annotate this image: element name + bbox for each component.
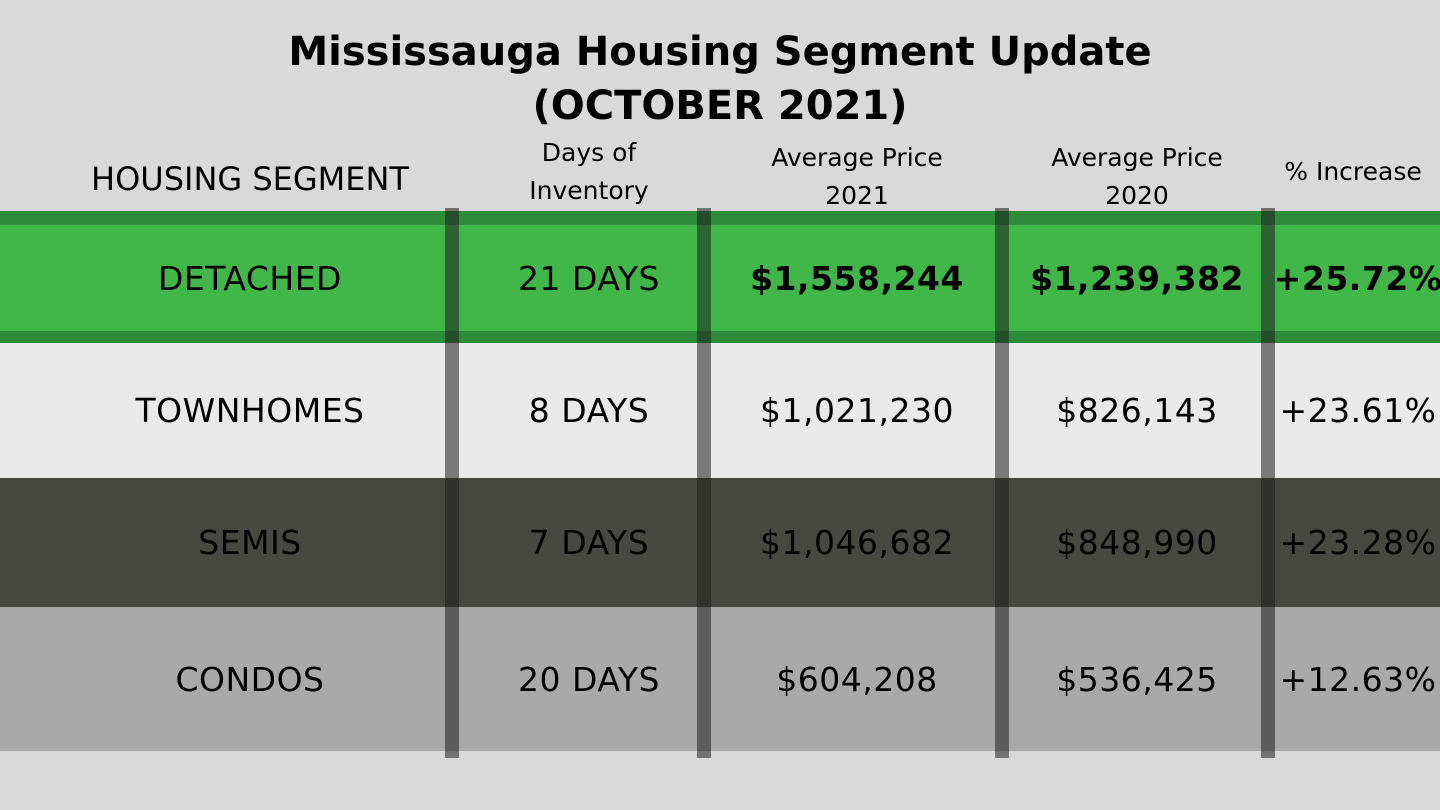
- cell-days-of-inventory: 8 DAYS: [528, 391, 650, 430]
- cell-percent-increase: +25.72%: [1273, 258, 1440, 298]
- chart-title: Mississauga Housing Segment Update: [288, 29, 1152, 75]
- column-divider: [1261, 208, 1275, 758]
- cell-percent-increase: +23.28%: [1279, 523, 1437, 562]
- cell-segment: CONDOS: [175, 659, 325, 699]
- row-top-band: [0, 211, 1440, 225]
- cell-segment: DETACHED: [158, 258, 342, 298]
- column-header-average-price-2021: Average Price 2021: [771, 143, 943, 210]
- chart-subtitle: (OCTOBER 2021): [532, 83, 908, 129]
- cell-average-price-2020: $1,239,382: [1030, 258, 1244, 298]
- table-row-townhomes: TOWNHOMES 8 DAYS $1,021,230 $826,143 +23…: [0, 343, 1440, 478]
- cell-percent-increase: +23.61%: [1279, 391, 1437, 430]
- column-divider: [445, 208, 459, 758]
- cell-percent-increase: +12.63%: [1279, 659, 1437, 699]
- cell-average-price-2021: $1,046,682: [760, 523, 954, 562]
- column-header-percent-increase: % Increase: [1284, 157, 1422, 186]
- cell-days-of-inventory: 20 DAYS: [518, 659, 660, 699]
- cell-average-price-2021: $1,021,230: [760, 391, 954, 430]
- cell-average-price-2021: $604,208: [776, 659, 938, 699]
- column-header-housing-segment: HOUSING SEGMENT: [91, 160, 409, 198]
- table-row-detached: DETACHED 21 DAYS $1,558,244 $1,239,382 +…: [0, 211, 1440, 343]
- column-header-days-of-inventory: Days of Inventory: [529, 138, 649, 205]
- cell-segment: SEMIS: [198, 523, 302, 562]
- cell-average-price-2020: $848,990: [1056, 523, 1218, 562]
- cell-days-of-inventory: 21 DAYS: [518, 258, 660, 298]
- cell-days-of-inventory: 7 DAYS: [528, 523, 650, 562]
- column-divider: [995, 208, 1009, 758]
- table-row-condos: CONDOS 20 DAYS $604,208 $536,425 +12.63%: [0, 607, 1440, 751]
- cell-segment: TOWNHOMES: [135, 391, 365, 430]
- row-bottom-band: [0, 331, 1440, 343]
- cell-average-price-2021: $1,558,244: [750, 258, 964, 298]
- table-row-semis: SEMIS 7 DAYS $1,046,682 $848,990 +23.28%: [0, 478, 1440, 607]
- cell-average-price-2020: $536,425: [1056, 659, 1218, 699]
- column-divider: [697, 208, 711, 758]
- cell-average-price-2020: $826,143: [1056, 391, 1218, 430]
- column-header-average-price-2020: Average Price 2020: [1051, 143, 1223, 210]
